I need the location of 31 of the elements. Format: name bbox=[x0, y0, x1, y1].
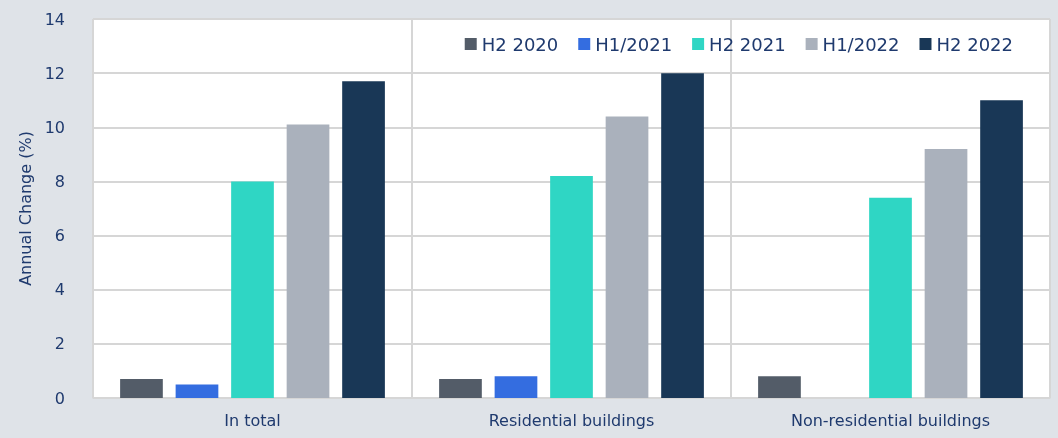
bar bbox=[605, 116, 649, 398]
bar bbox=[661, 73, 704, 398]
bar bbox=[439, 379, 482, 398]
y-tick-label: 12 bbox=[44, 63, 65, 83]
bar bbox=[869, 197, 912, 398]
legend-label: H2 2020 bbox=[481, 33, 559, 55]
x-tick-label: Residential buildings bbox=[488, 410, 655, 430]
legend-label: H1/2021 bbox=[595, 33, 673, 55]
x-tick-label: In total bbox=[224, 410, 281, 430]
y-tick-label: 14 bbox=[44, 9, 65, 29]
legend-label: H2 2021 bbox=[709, 33, 786, 55]
y-tick-label: 10 bbox=[44, 117, 65, 137]
bar bbox=[550, 176, 593, 398]
bar bbox=[494, 376, 538, 398]
bar bbox=[120, 379, 163, 398]
bar bbox=[924, 148, 968, 398]
y-tick-label: 4 bbox=[54, 280, 65, 300]
bar bbox=[175, 384, 219, 398]
x-tick-label: Non-residential buildings bbox=[790, 410, 991, 430]
bar bbox=[980, 100, 1023, 398]
bar bbox=[231, 181, 274, 398]
y-tick-label: 6 bbox=[54, 226, 65, 246]
bar bbox=[342, 81, 385, 398]
y-tick-label: 0 bbox=[54, 388, 65, 408]
y-tick-label: 2 bbox=[54, 334, 65, 354]
legend-label: H1/2022 bbox=[822, 33, 900, 55]
legend-label: H2 2022 bbox=[936, 33, 1014, 55]
y-axis-title: Annual Change (%) bbox=[16, 131, 36, 286]
y-tick-label: 8 bbox=[54, 171, 65, 191]
bar bbox=[758, 376, 801, 398]
bar bbox=[286, 124, 330, 398]
